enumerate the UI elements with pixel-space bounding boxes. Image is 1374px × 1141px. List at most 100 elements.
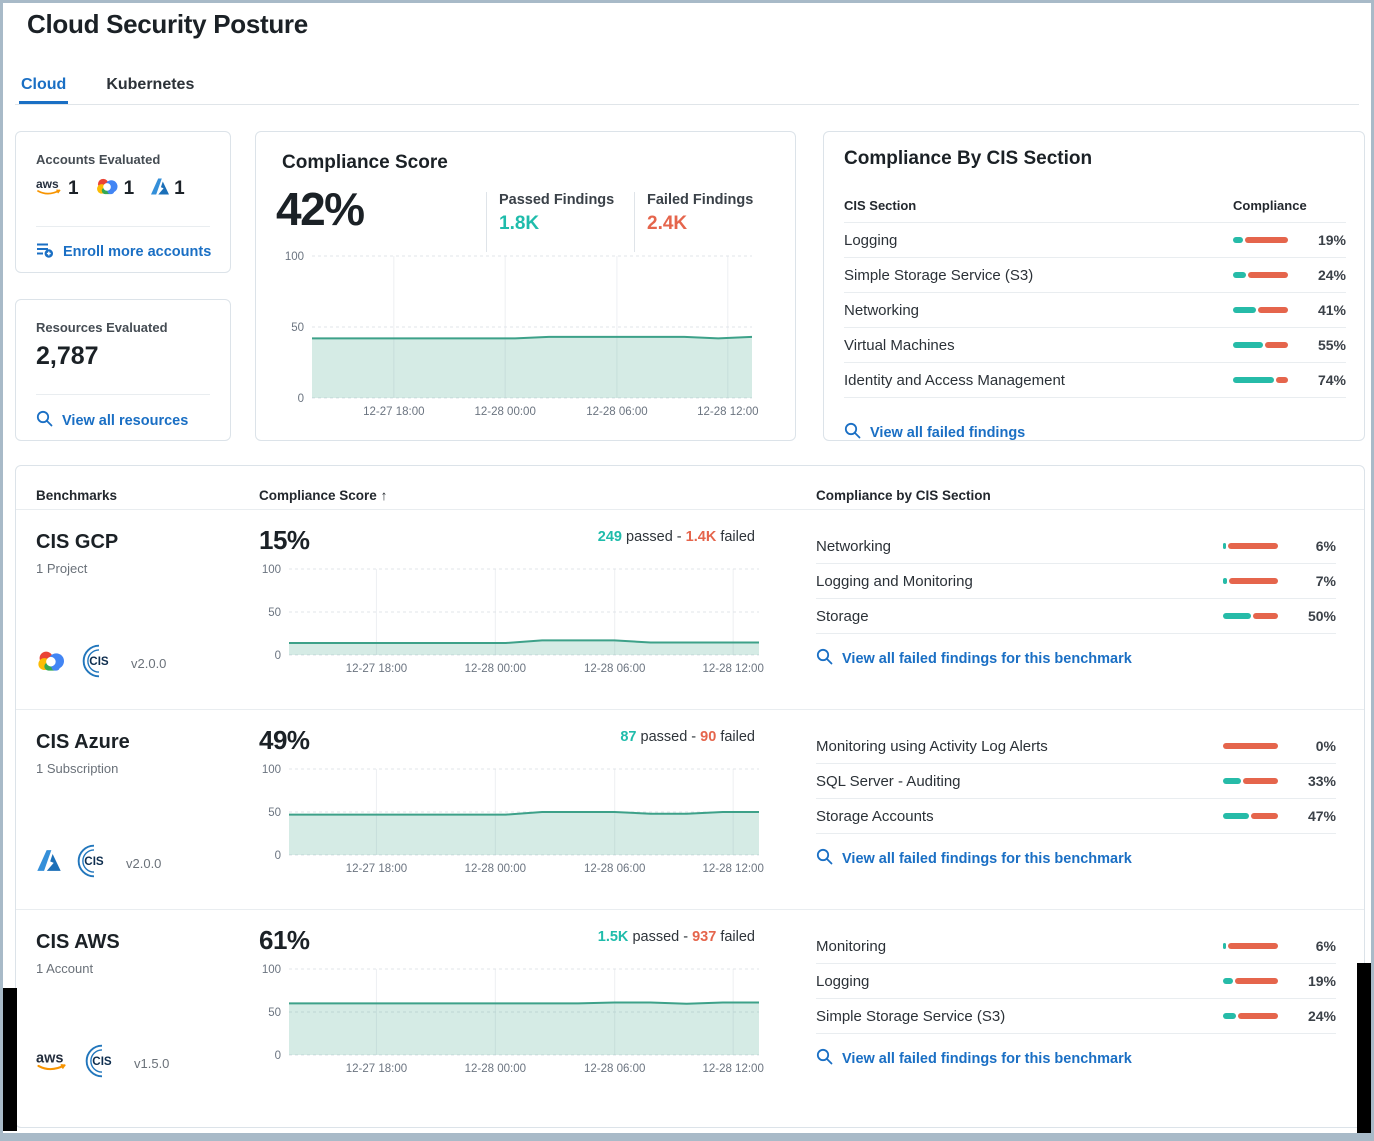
passed-failed-summary: 87 passed - 90 failed xyxy=(620,729,755,745)
cis-section-column-header: CIS Section xyxy=(844,198,917,213)
view-all-failed-findings-link[interactable]: View all failed findings xyxy=(844,422,1025,443)
cis-section-row: Monitoring using Activity Log Alerts 0% xyxy=(816,729,1336,764)
benchmark-trend-chart: 12-27 18:00 12-28 00:00 12-28 06:00 12-28 1… xyxy=(245,561,773,681)
svg-text:50: 50 xyxy=(268,1007,281,1019)
compliance-trend-chart: 12-27 18:00 12-28 00:00 12-28 06:00 12-28 1… xyxy=(268,248,766,424)
divider xyxy=(36,226,210,227)
svg-text:0: 0 xyxy=(275,850,281,862)
search-icon xyxy=(816,1048,833,1069)
passed-failed-summary: 249 passed - 1.4K failed xyxy=(597,529,755,545)
svg-text:12-28 12:00: 12-28 12:00 xyxy=(697,406,758,418)
enroll-accounts-icon xyxy=(36,242,54,262)
svg-text:0: 0 xyxy=(275,1050,281,1062)
page-title: Cloud Security Posture xyxy=(27,9,308,39)
enroll-more-accounts-link[interactable]: Enroll more accounts xyxy=(36,242,211,262)
compliance-percent: 24% xyxy=(1307,1008,1336,1024)
compliance-bar xyxy=(1233,342,1288,348)
compliance-bar xyxy=(1223,578,1278,584)
compliance-bar xyxy=(1223,743,1278,749)
compliance-bar xyxy=(1223,813,1278,819)
cis-section-row: Networking 6% xyxy=(816,529,1336,564)
cis-section-row: Simple Storage Service (S3) 24% xyxy=(844,258,1346,293)
search-icon xyxy=(816,648,833,669)
compliance-bar xyxy=(1233,237,1288,243)
azure-icon xyxy=(36,848,62,878)
cis-logo-icon: CIS xyxy=(81,643,117,684)
benchmark-scope: 1 Project xyxy=(36,561,88,576)
cis-section-row: Simple Storage Service (S3) 24% xyxy=(816,999,1336,1034)
azure-account-count: 1 xyxy=(150,177,185,201)
compliance-percent: 33% xyxy=(1307,773,1336,789)
aws-icon: aws xyxy=(36,177,64,201)
aws-account-count: aws 1 xyxy=(36,176,79,201)
azure-icon xyxy=(150,177,170,201)
benchmark-score: 49% xyxy=(259,725,310,755)
tab-cloud[interactable]: Cloud xyxy=(19,69,69,104)
compliance-bar xyxy=(1223,943,1278,949)
compliance-percent: 0% xyxy=(1315,738,1336,754)
benchmark-scope: 1 Subscription xyxy=(36,761,119,776)
compliance-bar xyxy=(1223,613,1278,619)
view-failed-findings-benchmark-link[interactable]: View all failed findings for this benchm… xyxy=(816,1048,1336,1069)
divider xyxy=(16,709,1364,710)
aws-icon: aws xyxy=(36,1049,70,1077)
benchmark-name: CIS Azure xyxy=(36,731,130,753)
view-all-resources-link[interactable]: View all resources xyxy=(36,410,188,431)
search-icon xyxy=(816,848,833,869)
svg-text:0: 0 xyxy=(298,393,304,405)
compliance-bar xyxy=(1233,307,1288,313)
svg-text:100: 100 xyxy=(262,564,281,576)
compliance-bar xyxy=(1223,543,1278,549)
compliance-bar xyxy=(1233,272,1288,278)
tab-kubernetes[interactable]: Kubernetes xyxy=(106,76,195,93)
cis-section-row: SQL Server - Auditing 33% xyxy=(816,764,1336,799)
benchmarks-column-header: Benchmarks xyxy=(36,488,118,503)
compliance-score-column-header[interactable]: Compliance Score ↑ xyxy=(259,488,388,503)
svg-text:12-28 00:00: 12-28 00:00 xyxy=(465,1063,526,1075)
benchmark-score: 61% xyxy=(259,925,310,955)
benchmark-version: v1.5.0 xyxy=(134,1055,170,1071)
cis-section-row: Storage 50% xyxy=(816,599,1336,634)
svg-text:12-28 12:00: 12-28 12:00 xyxy=(702,1063,763,1075)
passed-findings-stat: Passed Findings 1.8K xyxy=(486,192,626,252)
benchmark-version: v2.0.0 xyxy=(126,855,162,871)
svg-text:12-28 12:00: 12-28 12:00 xyxy=(702,863,763,875)
passed-failed-summary: 1.5K passed - 937 failed xyxy=(597,929,755,945)
svg-text:12-28 00:00: 12-28 00:00 xyxy=(465,663,526,675)
svg-text:12-28 00:00: 12-28 00:00 xyxy=(465,863,526,875)
failed-findings-value: 2.4K xyxy=(647,213,688,234)
cis-section-row: Logging 19% xyxy=(844,223,1346,258)
compliance-bar xyxy=(1223,978,1278,984)
benchmarks-table-card: Benchmarks Compliance Score ↑ Compliance… xyxy=(15,465,1365,1128)
benchmark-version: v2.0.0 xyxy=(131,655,167,671)
cis-section-card-title: Compliance By CIS Section xyxy=(844,148,1093,169)
compliance-score-title: Compliance Score xyxy=(282,152,448,173)
compliance-percent: 24% xyxy=(1317,267,1346,283)
divider xyxy=(36,394,210,395)
accounts-evaluated-card: Accounts Evaluated aws 1 1 1 Enroll more… xyxy=(15,131,231,273)
compliance-percent: 19% xyxy=(1307,973,1336,989)
compliance-percent: 6% xyxy=(1315,938,1336,954)
cis-section-row: Storage Accounts 47% xyxy=(816,799,1336,834)
svg-text:12-28 00:00: 12-28 00:00 xyxy=(474,406,535,418)
benchmark-name: CIS AWS xyxy=(36,931,120,953)
svg-text:12-28 06:00: 12-28 06:00 xyxy=(586,406,647,418)
compliance-bar xyxy=(1233,377,1288,383)
benchmark-cis-sections: Monitoring using Activity Log Alerts 0% … xyxy=(816,729,1336,869)
benchmark-row-cis-azure: CIS Azure 1 Subscription CIS v2.0.0 49% … xyxy=(16,709,1364,909)
svg-text:12-28 06:00: 12-28 06:00 xyxy=(584,863,645,875)
view-failed-findings-benchmark-link[interactable]: View all failed findings for this benchm… xyxy=(816,848,1336,869)
cis-section-table: Logging 19% Simple Storage Service (S3) … xyxy=(844,222,1346,398)
cis-section-row: Monitoring 6% xyxy=(816,929,1336,964)
svg-text:12-27 18:00: 12-27 18:00 xyxy=(346,1063,407,1075)
svg-text:12-27 18:00: 12-27 18:00 xyxy=(346,863,407,875)
divider xyxy=(16,909,1364,910)
benchmark-icons: CIS v2.0.0 xyxy=(36,643,167,684)
svg-text:100: 100 xyxy=(262,764,281,776)
gcp-account-count: 1 xyxy=(95,176,134,201)
benchmark-cis-sections: Monitoring 6% Logging 19% Simple Storage… xyxy=(816,929,1336,1069)
compliance-by-cis-section-card: Compliance By CIS Section CIS Section Co… xyxy=(823,131,1365,441)
compliance-percent: 41% xyxy=(1317,302,1346,318)
view-failed-findings-benchmark-link[interactable]: View all failed findings for this benchm… xyxy=(816,648,1336,669)
cis-section-row: Networking 41% xyxy=(844,293,1346,328)
